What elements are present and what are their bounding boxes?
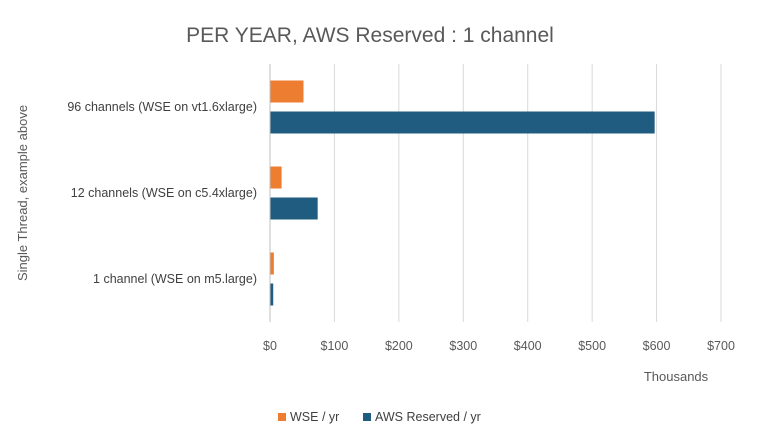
- x-tick-label: $100: [321, 339, 349, 353]
- bar-wse: [270, 80, 304, 103]
- category-label: 12 channels (WSE on c5.4xlarge): [71, 186, 257, 200]
- x-tick-label: $300: [449, 339, 477, 353]
- legend-label: WSE / yr: [290, 410, 339, 424]
- x-tick-label: $0: [263, 339, 277, 353]
- gridlines: [333, 64, 722, 322]
- x-axis-title: Thousands: [644, 369, 709, 384]
- bar-wse: [270, 166, 282, 189]
- bar-aws-reserved: [270, 111, 655, 134]
- legend: WSE / yr AWS Reserved / yr: [278, 410, 481, 424]
- category-labels: 96 channels (WSE on vt1.6xlarge) 12 chann…: [67, 100, 257, 286]
- bar-aws-reserved: [270, 283, 274, 306]
- x-tick-label: $500: [578, 339, 606, 353]
- x-tick-label: $200: [385, 339, 413, 353]
- legend-swatch: [278, 413, 286, 421]
- x-tick-label: $700: [707, 339, 735, 353]
- x-tick-label: $400: [514, 339, 542, 353]
- chart-title: PER YEAR, AWS Reserved : 1 channel: [186, 24, 554, 47]
- y-axis-title: Single Thread, example above: [15, 105, 30, 281]
- legend-swatch: [363, 413, 371, 421]
- legend-label: AWS Reserved / yr: [375, 410, 481, 424]
- x-tick-labels: $0 $100 $200 $300 $400 $500 $600 $700: [263, 339, 735, 353]
- x-tick-label: $600: [643, 339, 671, 353]
- bar-aws-reserved: [270, 197, 318, 220]
- bar-wse: [270, 252, 274, 275]
- category-label: 1 channel (WSE on m5.large): [93, 272, 257, 286]
- category-label: 96 channels (WSE on vt1.6xlarge): [67, 100, 257, 114]
- bars: [270, 80, 655, 306]
